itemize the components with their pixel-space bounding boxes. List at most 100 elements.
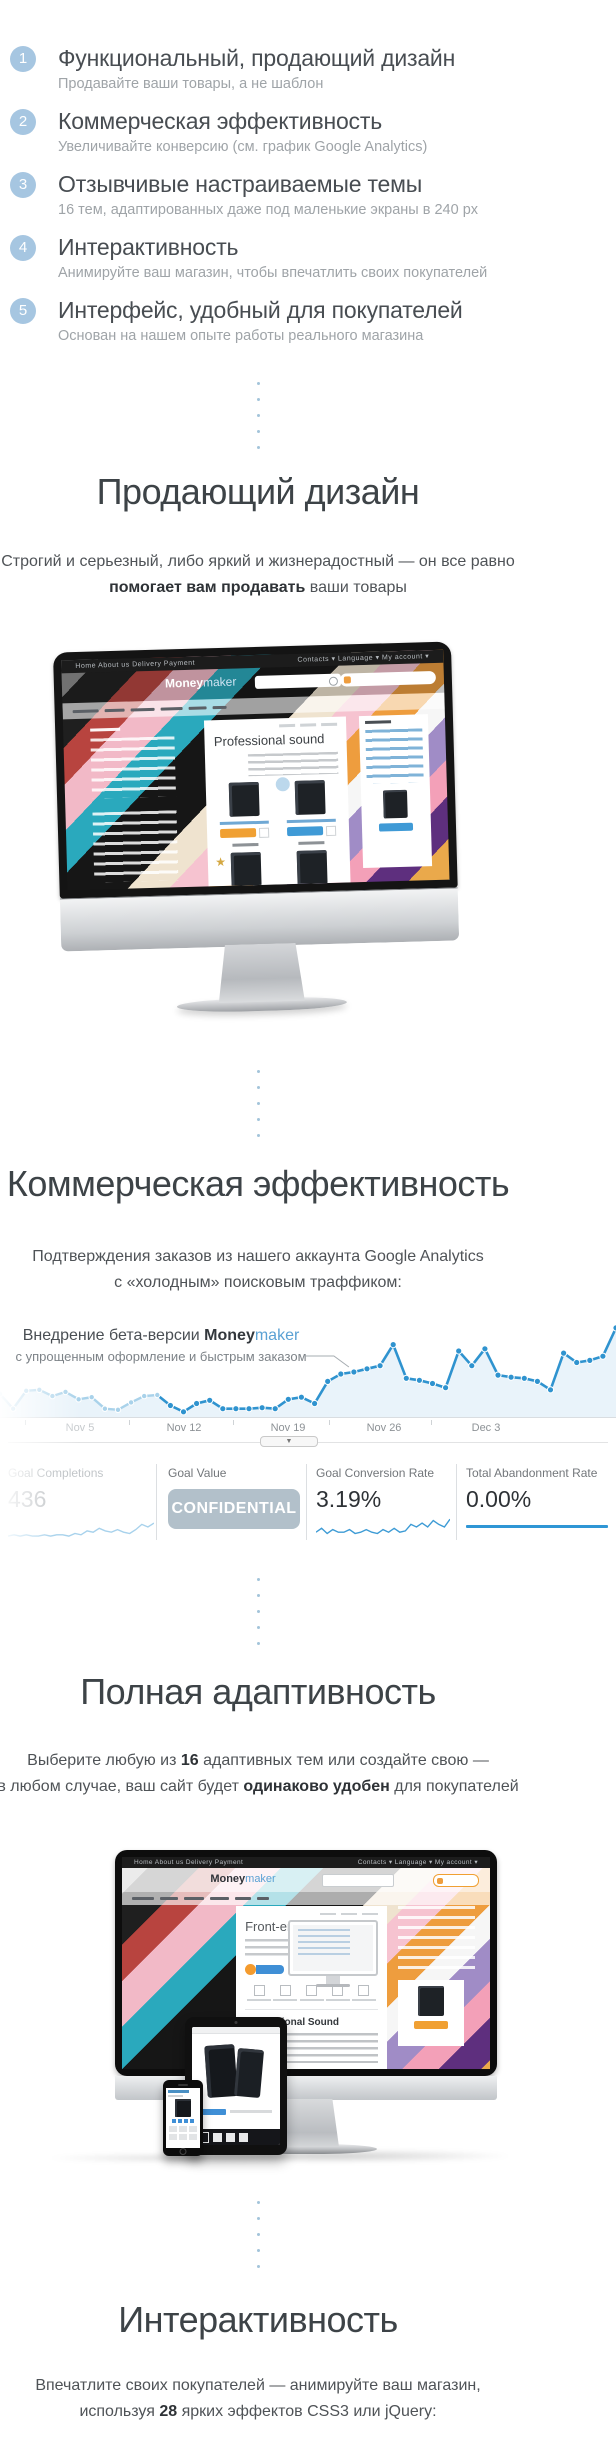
phone-speaker-slit xyxy=(178,2083,188,2086)
feature-subtitle: Основан на нашем опыте работы реального … xyxy=(58,328,424,344)
product-image xyxy=(175,2098,191,2117)
dot xyxy=(256,2249,260,2252)
paragraph-line: Подтверждения заказов из нашего аккаунта… xyxy=(32,1248,484,1265)
dot xyxy=(256,2233,260,2236)
topbar-links-right: Contacts ▾ Language ▾ My account ▾ xyxy=(357,1859,478,1866)
front-end-title: Front-end xyxy=(245,1919,302,1935)
product-card xyxy=(275,776,340,846)
home-button xyxy=(179,2147,187,2155)
interactivity-paragraph: Впечатлите своих покупателей — анимируйт… xyxy=(0,2373,516,2425)
metric-label: Total Abandonment Rate xyxy=(466,1466,598,1480)
imac-screen-bezel: Home About us Delivery Payment Contacts … xyxy=(115,1850,497,2076)
account-sidebar xyxy=(398,1905,476,2046)
storefront-screenshot: Home About us Delivery Payment Contacts … xyxy=(122,1857,490,2069)
feature-item: 1 Функциональный, продающий дизайн Прода… xyxy=(10,45,516,93)
feature-item: 4 Интерактивность Анимируйте ваш магазин… xyxy=(10,234,516,282)
price-placeholder xyxy=(298,841,325,845)
paragraph-line: помогает вам продавать ваши товары xyxy=(109,579,407,596)
cart-icon xyxy=(344,676,352,684)
imac-stand xyxy=(217,943,305,1003)
annotation-line2: с упрощенным оформление и быстрым заказо… xyxy=(15,1349,307,1364)
heading-text: Продающий дизайн xyxy=(96,471,420,512)
icon-grid xyxy=(168,2125,198,2140)
section-heading-responsive: Полная адаптивность xyxy=(0,1671,516,1713)
product-image xyxy=(418,1985,444,2016)
section-heading-interactivity: Интерактивность xyxy=(0,2299,516,2341)
dots-separator xyxy=(0,382,516,449)
dot xyxy=(256,382,260,385)
bestseller-star-icon: ★ xyxy=(215,854,227,870)
dot xyxy=(256,1134,260,1137)
button-row xyxy=(168,2118,198,2123)
login-button xyxy=(245,1964,378,1976)
goal-conversion-rate-card: Goal Conversion Rate 3.19% xyxy=(316,1458,450,1546)
divider xyxy=(156,1464,157,1540)
illustration-stand xyxy=(325,1975,340,1984)
axis-tick xyxy=(233,1420,234,1425)
blue-pill xyxy=(256,1965,285,1975)
price-placeholder xyxy=(232,842,259,847)
add-to-cart-button xyxy=(202,2109,226,2115)
dot xyxy=(256,1626,260,1629)
feature-number-badge: 5 xyxy=(10,298,36,324)
dot xyxy=(256,1102,260,1105)
search-input xyxy=(322,1874,395,1887)
imac-illustration xyxy=(287,1919,379,1990)
badge-circle xyxy=(275,776,290,792)
illustration-screen xyxy=(287,1919,378,1976)
orange-circle-icon xyxy=(245,1964,257,1976)
text-placeholder xyxy=(230,2110,272,2113)
x-axis-label: Nov 12 xyxy=(166,1422,202,1434)
imac-mockup-design: Home About us Delivery Payment Contacts … xyxy=(52,641,461,1017)
product-row: ★ xyxy=(215,849,342,887)
nav-items-placeholder xyxy=(132,1897,269,1900)
paragraph-line: Впечатлите своих покупателей — анимируйт… xyxy=(35,2377,481,2394)
product-image xyxy=(294,779,326,815)
cart-button xyxy=(340,670,437,687)
feature-title: Функциональный, продающий дизайн xyxy=(58,45,456,71)
total-abandonment-rate-card: Total Abandonment Rate 0.00% xyxy=(466,1458,614,1546)
logo-text-light: maker xyxy=(254,1327,300,1344)
product-card: ★ xyxy=(215,851,275,887)
x-axis: Nov 5 Nov 12 Nov 19 Nov 26 Dec 3 xyxy=(0,1420,616,1434)
responsive-paragraph: Выберите любую из 16 адаптивных тем или … xyxy=(0,1748,519,1800)
dots-separator xyxy=(0,1578,516,1645)
add-to-cart-button xyxy=(286,826,324,837)
speaker-image xyxy=(233,2047,265,2099)
imac-foot xyxy=(235,2144,377,2154)
product-image xyxy=(230,851,262,887)
sidebar-links-placeholder xyxy=(398,1905,476,1970)
chart-annotation: Внедрение бета-версии Moneymaker с упрощ… xyxy=(2,1327,320,1364)
dot xyxy=(256,2265,260,2268)
feature-title: Коммерческая эффективность xyxy=(58,108,382,134)
paragraph-line: с «холодным» поисковым траффиком: xyxy=(114,1274,402,1291)
product-row xyxy=(215,776,340,847)
breadcrumb xyxy=(245,1912,378,1916)
feature-icon xyxy=(247,1985,272,2002)
feature-icon xyxy=(299,1985,324,2002)
logo-text-bold: Money xyxy=(204,1327,255,1344)
dot xyxy=(256,2217,260,2220)
professional-sound-heading: Professional Sound xyxy=(245,2017,339,2029)
annotation-line1: Внедрение бета-версии Moneymaker xyxy=(22,1327,300,1344)
dot xyxy=(256,430,260,433)
tablet-toolbar xyxy=(192,2027,280,2034)
feature-title: Интерактивность xyxy=(58,234,239,260)
analytics-summary-row: Goal Completions 436 Goal Value CONFIDEN… xyxy=(0,1458,616,1546)
feature-number-badge: 3 xyxy=(10,172,36,198)
timeline-slider-handle[interactable]: ▼ xyxy=(260,1436,318,1447)
left-fade-overlay xyxy=(0,1458,56,1546)
sparkline xyxy=(316,1514,450,1540)
feature-item: 5 Интерфейс, удобный для покупателей Осн… xyxy=(10,297,516,345)
x-axis-label: Dec 3 xyxy=(471,1422,501,1434)
product-listing-panel: Professional sound xyxy=(204,716,351,887)
illustration-foot xyxy=(315,1983,350,1987)
product-image xyxy=(228,781,260,817)
dot xyxy=(256,398,260,401)
metric-label: Goal Conversion Rate xyxy=(316,1466,435,1480)
thumbnail-strip xyxy=(192,2129,280,2145)
product-card xyxy=(284,849,342,886)
analytics-paragraph: Подтверждения заказов из нашего аккаунта… xyxy=(0,1244,516,1296)
divider xyxy=(456,1464,457,1540)
feature-number-badge: 1 xyxy=(10,46,36,72)
